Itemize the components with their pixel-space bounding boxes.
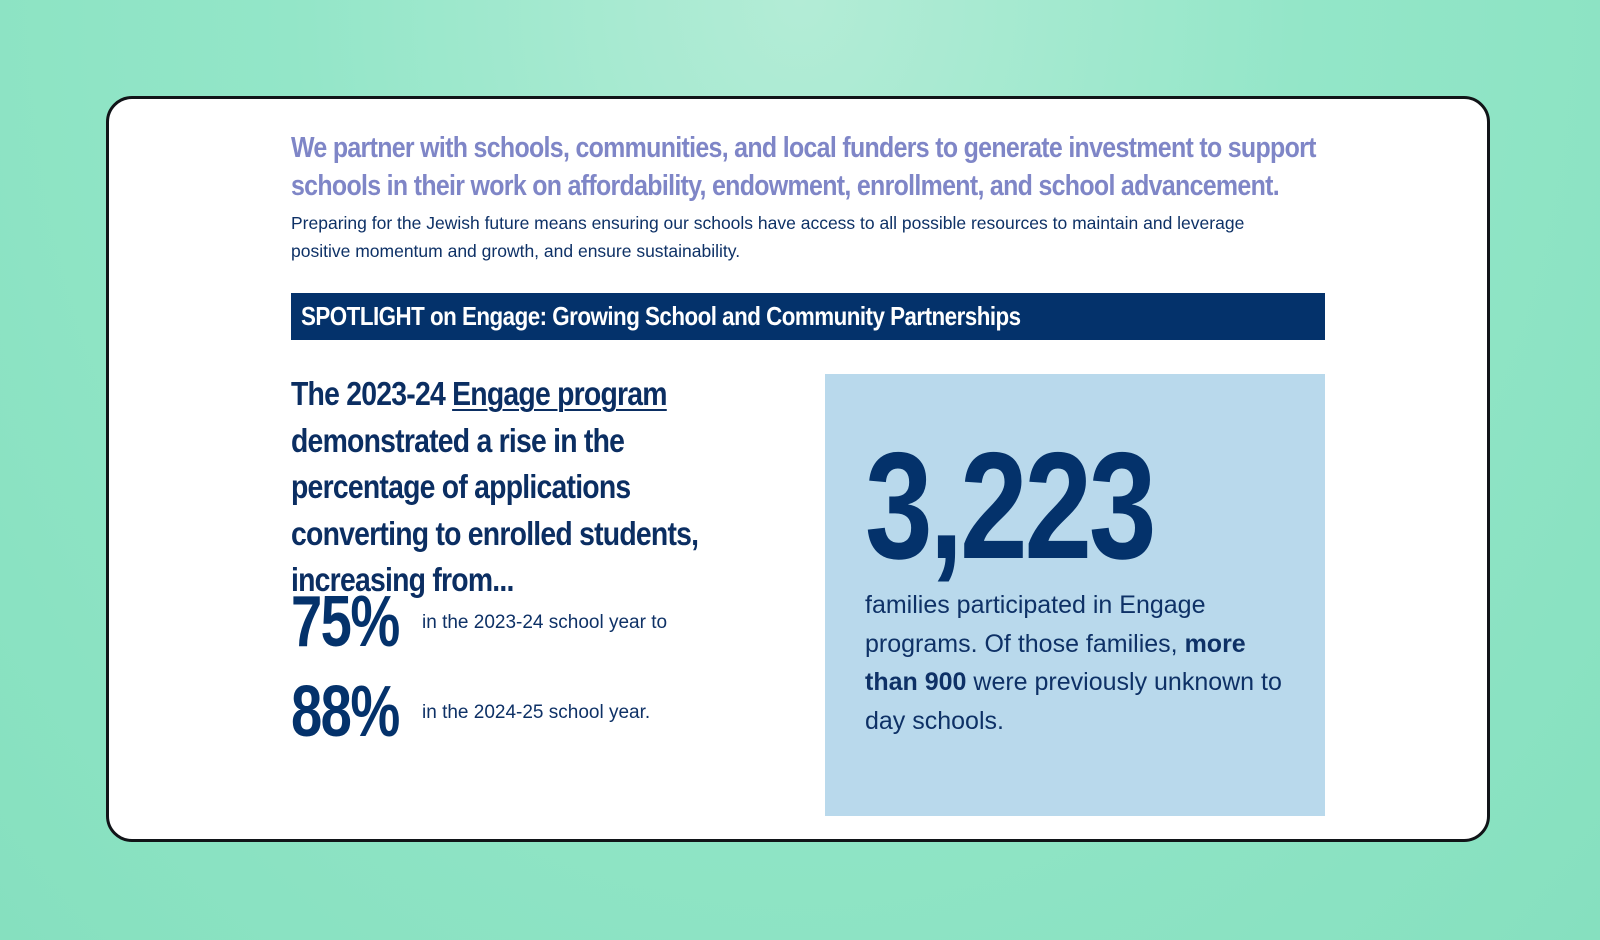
stat-value-2023-24: 75%	[291, 582, 400, 662]
engage-claim: The 2023-24 Engage program demonstrated …	[291, 371, 773, 604]
families-text-before: families participated in Engage programs…	[865, 591, 1206, 658]
engage-program-link[interactable]: Engage program	[452, 375, 667, 412]
families-text-bold: more than 900	[865, 629, 1246, 697]
spotlight-banner-title: SPOTLIGHT on Engage: Growing School and …	[301, 301, 1021, 331]
stat-label-2024-25: in the 2024-25 school year.	[422, 702, 651, 723]
stat-label-2023-24: in the 2023-24 school year to	[422, 612, 668, 633]
families-count: 3,223	[865, 421, 1157, 591]
spotlight-banner: SPOTLIGHT on Engage: Growing School and …	[291, 293, 1325, 340]
families-description: families participated in Engage programs…	[865, 586, 1305, 740]
families-stat-panel: 3,223 families participated in Engage pr…	[825, 374, 1325, 816]
intro-paragraph: Preparing for the Jewish future means en…	[291, 213, 1245, 261]
families-text-after: were previously unknown to day schools.	[865, 668, 1282, 735]
engage-claim-suffix: demonstrated a rise in the percentage of…	[291, 421, 699, 599]
stat-value-2024-25: 88%	[291, 672, 400, 752]
content-card: We partner with schools, communities, an…	[106, 96, 1490, 842]
lead-statement: We partner with schools, communities, an…	[291, 132, 1316, 202]
engage-claim-prefix: The 2023-24	[291, 375, 453, 412]
